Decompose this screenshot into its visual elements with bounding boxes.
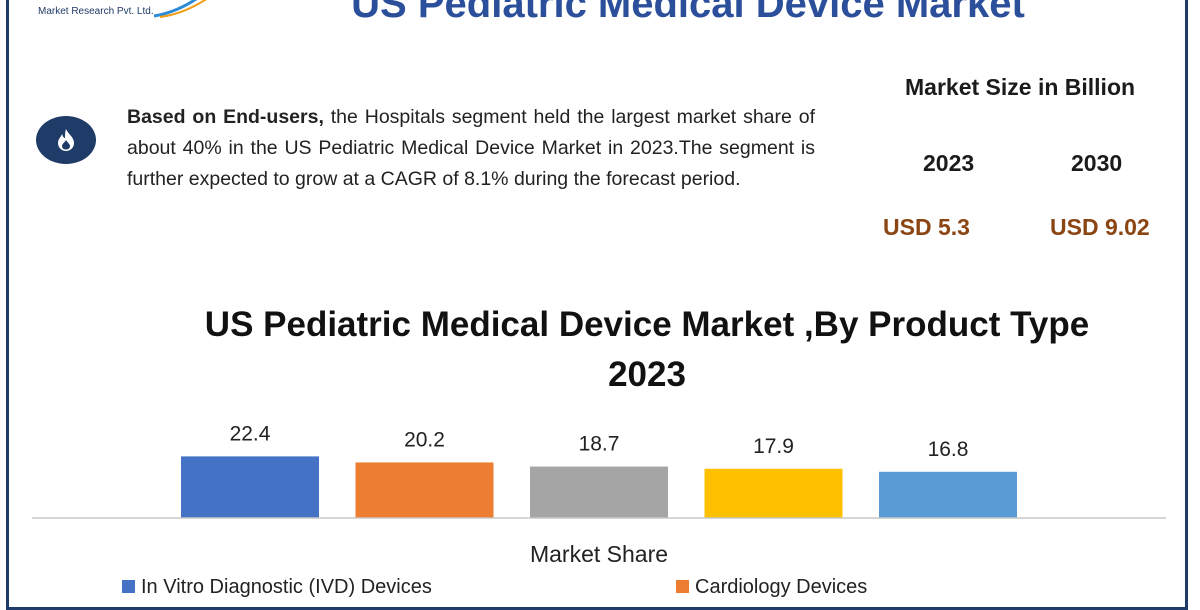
info-paragraph: Based on End-users, the Hospitals segmen…: [127, 102, 815, 195]
legend-swatch: [676, 580, 689, 593]
bar-value-label-2: 20.2: [404, 428, 445, 451]
bar-1: [181, 456, 319, 518]
legend-swatch: [122, 580, 135, 593]
bar-4: [704, 468, 843, 518]
bar-value-label-4: 17.9: [753, 435, 794, 458]
page-title: US Pediatric Medical Device Market: [351, 0, 1025, 26]
bar-5: [879, 471, 1017, 518]
market-size-year-2030: 2030: [1071, 150, 1123, 176]
market-size-value-2023: USD 5.3: [883, 214, 970, 240]
x-axis-label: Market Share: [530, 541, 668, 567]
flame-icon: [36, 116, 96, 164]
info-lead: Based on End-users,: [127, 106, 324, 128]
bar-value-label-5: 16.8: [928, 438, 969, 461]
market-size-value-2030: USD 9.02: [1050, 214, 1150, 240]
market-size-year-2023: 2023: [923, 150, 975, 176]
info-body: the Hospitals segment held the largest m…: [127, 106, 816, 190]
legend-item-ivd: In Vitro Diagnostic (IVD) Devices: [122, 576, 432, 599]
bar-value-label-3: 18.7: [579, 433, 620, 456]
legend-label: In Vitro Diagnostic (IVD) Devices: [141, 576, 432, 598]
company-name: Market Research Pvt. Ltd.: [38, 6, 154, 17]
bar-value-label-1: 22.4: [230, 422, 271, 445]
bar-2: [355, 462, 494, 518]
bar-3: [530, 466, 668, 518]
chart-title: US Pediatric Medical Device Market ,By P…: [204, 305, 1090, 394]
legend-label: Cardiology Devices: [695, 576, 868, 598]
logo-swoosh-icon: [153, 0, 207, 18]
legend-item-cardiology: Cardiology Devices: [676, 576, 867, 599]
market-size-title: Market Size in Billion: [905, 74, 1136, 100]
